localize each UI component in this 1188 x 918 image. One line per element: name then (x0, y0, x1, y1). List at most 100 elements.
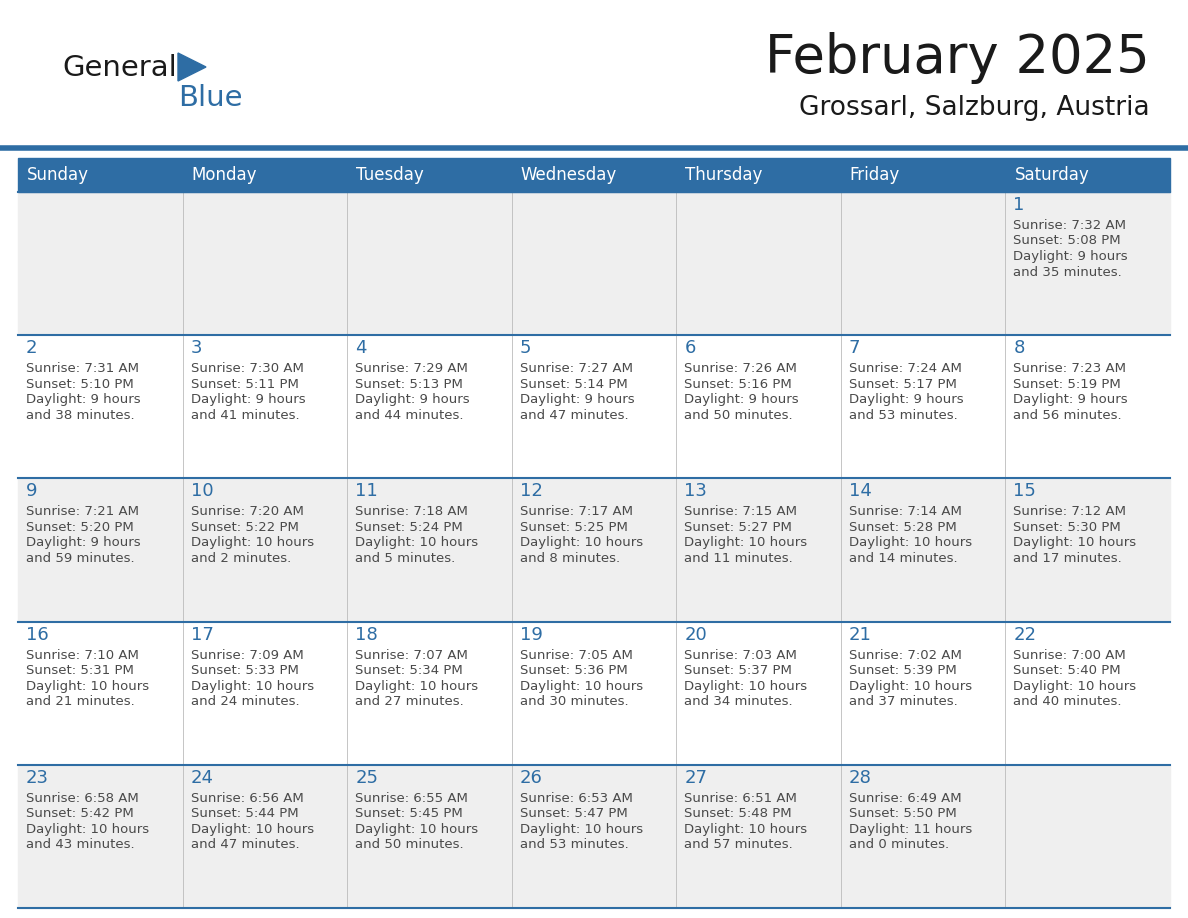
Polygon shape (178, 53, 206, 81)
Text: Sunset: 5:08 PM: Sunset: 5:08 PM (1013, 234, 1121, 248)
Text: 17: 17 (190, 625, 214, 644)
Text: Sunrise: 6:55 AM: Sunrise: 6:55 AM (355, 792, 468, 805)
Text: Sunset: 5:47 PM: Sunset: 5:47 PM (519, 807, 627, 821)
Text: 28: 28 (849, 768, 872, 787)
Text: Sunset: 5:45 PM: Sunset: 5:45 PM (355, 807, 463, 821)
Text: 27: 27 (684, 768, 707, 787)
Bar (18, 192, 1170, 335)
Text: and 38 minutes.: and 38 minutes. (26, 409, 134, 421)
Text: and 30 minutes.: and 30 minutes. (519, 695, 628, 708)
Text: and 44 minutes.: and 44 minutes. (355, 409, 463, 421)
Text: Daylight: 10 hours: Daylight: 10 hours (684, 823, 808, 835)
Text: and 0 minutes.: and 0 minutes. (849, 838, 949, 851)
Text: Sunrise: 7:20 AM: Sunrise: 7:20 AM (190, 506, 303, 519)
Text: and 24 minutes.: and 24 minutes. (190, 695, 299, 708)
Text: Daylight: 9 hours: Daylight: 9 hours (26, 393, 140, 406)
Text: Sunrise: 7:18 AM: Sunrise: 7:18 AM (355, 506, 468, 519)
Text: Daylight: 10 hours: Daylight: 10 hours (684, 536, 808, 549)
Text: Sunset: 5:10 PM: Sunset: 5:10 PM (26, 377, 134, 391)
Text: and 27 minutes.: and 27 minutes. (355, 695, 463, 708)
Text: Daylight: 9 hours: Daylight: 9 hours (519, 393, 634, 406)
Text: Sunrise: 7:17 AM: Sunrise: 7:17 AM (519, 506, 633, 519)
Text: Sunrise: 7:09 AM: Sunrise: 7:09 AM (190, 649, 303, 662)
Text: Sunset: 5:30 PM: Sunset: 5:30 PM (1013, 521, 1121, 534)
Text: Sunset: 5:40 PM: Sunset: 5:40 PM (1013, 664, 1121, 677)
Text: Saturday: Saturday (1015, 166, 1089, 184)
Text: Daylight: 10 hours: Daylight: 10 hours (26, 679, 150, 692)
Text: Daylight: 10 hours: Daylight: 10 hours (190, 823, 314, 835)
Text: Sunrise: 7:31 AM: Sunrise: 7:31 AM (26, 363, 139, 375)
Text: and 8 minutes.: and 8 minutes. (519, 552, 620, 565)
Text: 16: 16 (26, 625, 49, 644)
Bar (18, 765, 1170, 908)
Text: Sunset: 5:17 PM: Sunset: 5:17 PM (849, 377, 956, 391)
Text: 3: 3 (190, 339, 202, 357)
Text: Sunset: 5:44 PM: Sunset: 5:44 PM (190, 807, 298, 821)
Text: 4: 4 (355, 339, 367, 357)
Text: Sunset: 5:42 PM: Sunset: 5:42 PM (26, 807, 134, 821)
Text: 1: 1 (1013, 196, 1025, 214)
Text: Sunset: 5:33 PM: Sunset: 5:33 PM (190, 664, 298, 677)
Text: and 21 minutes.: and 21 minutes. (26, 695, 134, 708)
Bar (18, 158, 1170, 192)
Bar (18, 621, 1170, 765)
Text: 19: 19 (519, 625, 543, 644)
Text: Sunset: 5:13 PM: Sunset: 5:13 PM (355, 377, 463, 391)
Text: Daylight: 10 hours: Daylight: 10 hours (190, 536, 314, 549)
Text: Sunset: 5:39 PM: Sunset: 5:39 PM (849, 664, 956, 677)
Text: and 47 minutes.: and 47 minutes. (190, 838, 299, 851)
Text: Sunrise: 6:49 AM: Sunrise: 6:49 AM (849, 792, 961, 805)
Text: 9: 9 (26, 482, 38, 500)
Text: Sunset: 5:14 PM: Sunset: 5:14 PM (519, 377, 627, 391)
Text: 11: 11 (355, 482, 378, 500)
Text: Tuesday: Tuesday (356, 166, 424, 184)
Text: February 2025: February 2025 (765, 32, 1150, 84)
Text: Sunset: 5:31 PM: Sunset: 5:31 PM (26, 664, 134, 677)
Text: Friday: Friday (849, 166, 901, 184)
Text: Monday: Monday (191, 166, 257, 184)
Text: 24: 24 (190, 768, 214, 787)
Text: Wednesday: Wednesday (520, 166, 617, 184)
Text: Sunset: 5:28 PM: Sunset: 5:28 PM (849, 521, 956, 534)
Text: Sunrise: 7:21 AM: Sunrise: 7:21 AM (26, 506, 139, 519)
Text: Daylight: 9 hours: Daylight: 9 hours (26, 536, 140, 549)
Text: and 57 minutes.: and 57 minutes. (684, 838, 794, 851)
Text: Sunrise: 6:51 AM: Sunrise: 6:51 AM (684, 792, 797, 805)
Text: 14: 14 (849, 482, 872, 500)
Text: Daylight: 10 hours: Daylight: 10 hours (519, 679, 643, 692)
Text: Daylight: 10 hours: Daylight: 10 hours (26, 823, 150, 835)
Bar (18, 335, 1170, 478)
Text: Sunrise: 7:12 AM: Sunrise: 7:12 AM (1013, 506, 1126, 519)
Text: Sunset: 5:27 PM: Sunset: 5:27 PM (684, 521, 792, 534)
Text: and 2 minutes.: and 2 minutes. (190, 552, 291, 565)
Text: Daylight: 10 hours: Daylight: 10 hours (355, 823, 479, 835)
Text: Daylight: 10 hours: Daylight: 10 hours (1013, 536, 1137, 549)
Text: Sunrise: 6:56 AM: Sunrise: 6:56 AM (190, 792, 303, 805)
Bar (18, 478, 1170, 621)
Text: and 53 minutes.: and 53 minutes. (849, 409, 958, 421)
Text: Sunrise: 7:27 AM: Sunrise: 7:27 AM (519, 363, 633, 375)
Text: 23: 23 (26, 768, 49, 787)
Text: Sunset: 5:24 PM: Sunset: 5:24 PM (355, 521, 463, 534)
Text: and 35 minutes.: and 35 minutes. (1013, 265, 1123, 278)
Text: 13: 13 (684, 482, 707, 500)
Text: Sunrise: 7:29 AM: Sunrise: 7:29 AM (355, 363, 468, 375)
Text: Sunday: Sunday (27, 166, 89, 184)
Text: and 50 minutes.: and 50 minutes. (355, 838, 463, 851)
Text: Sunrise: 7:30 AM: Sunrise: 7:30 AM (190, 363, 303, 375)
Text: and 47 minutes.: and 47 minutes. (519, 409, 628, 421)
Text: Sunset: 5:20 PM: Sunset: 5:20 PM (26, 521, 134, 534)
Text: Sunset: 5:50 PM: Sunset: 5:50 PM (849, 807, 956, 821)
Text: General: General (62, 54, 177, 82)
Text: and 34 minutes.: and 34 minutes. (684, 695, 792, 708)
Text: and 40 minutes.: and 40 minutes. (1013, 695, 1121, 708)
Text: Daylight: 10 hours: Daylight: 10 hours (519, 536, 643, 549)
Text: and 43 minutes.: and 43 minutes. (26, 838, 134, 851)
Text: Daylight: 10 hours: Daylight: 10 hours (519, 823, 643, 835)
Text: Sunrise: 7:10 AM: Sunrise: 7:10 AM (26, 649, 139, 662)
Text: Grossarl, Salzburg, Austria: Grossarl, Salzburg, Austria (800, 95, 1150, 121)
Text: Daylight: 9 hours: Daylight: 9 hours (684, 393, 798, 406)
Text: Sunset: 5:25 PM: Sunset: 5:25 PM (519, 521, 627, 534)
Text: 12: 12 (519, 482, 543, 500)
Text: and 53 minutes.: and 53 minutes. (519, 838, 628, 851)
